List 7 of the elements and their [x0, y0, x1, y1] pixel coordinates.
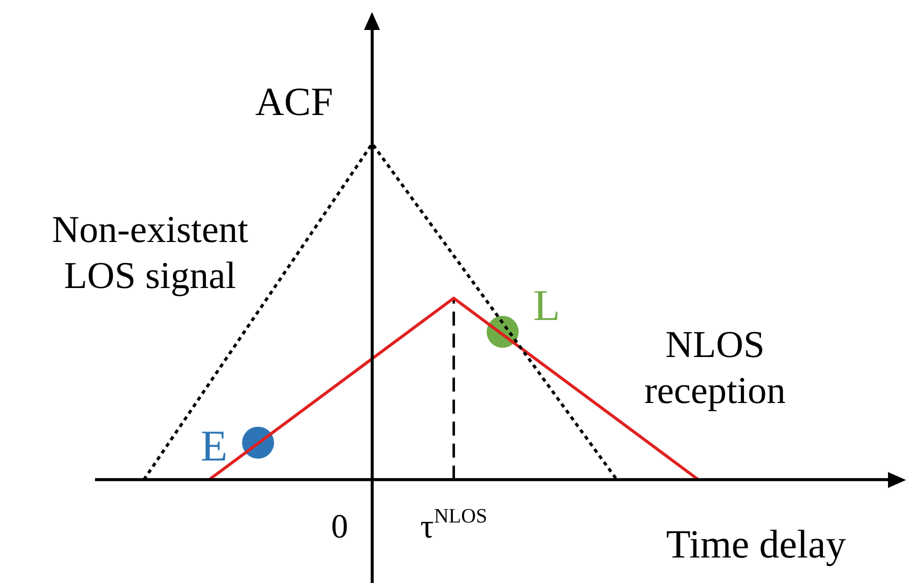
x-axis-title: Time delay: [666, 522, 846, 567]
y-axis-title: ACF: [255, 79, 334, 124]
x-tick-label: 0: [331, 508, 348, 546]
series-label: L: [533, 280, 560, 330]
annotation: NLOS reception: [644, 324, 786, 412]
series-label: E: [200, 422, 228, 471]
annotation: Non-existent LOS signal: [52, 208, 249, 297]
